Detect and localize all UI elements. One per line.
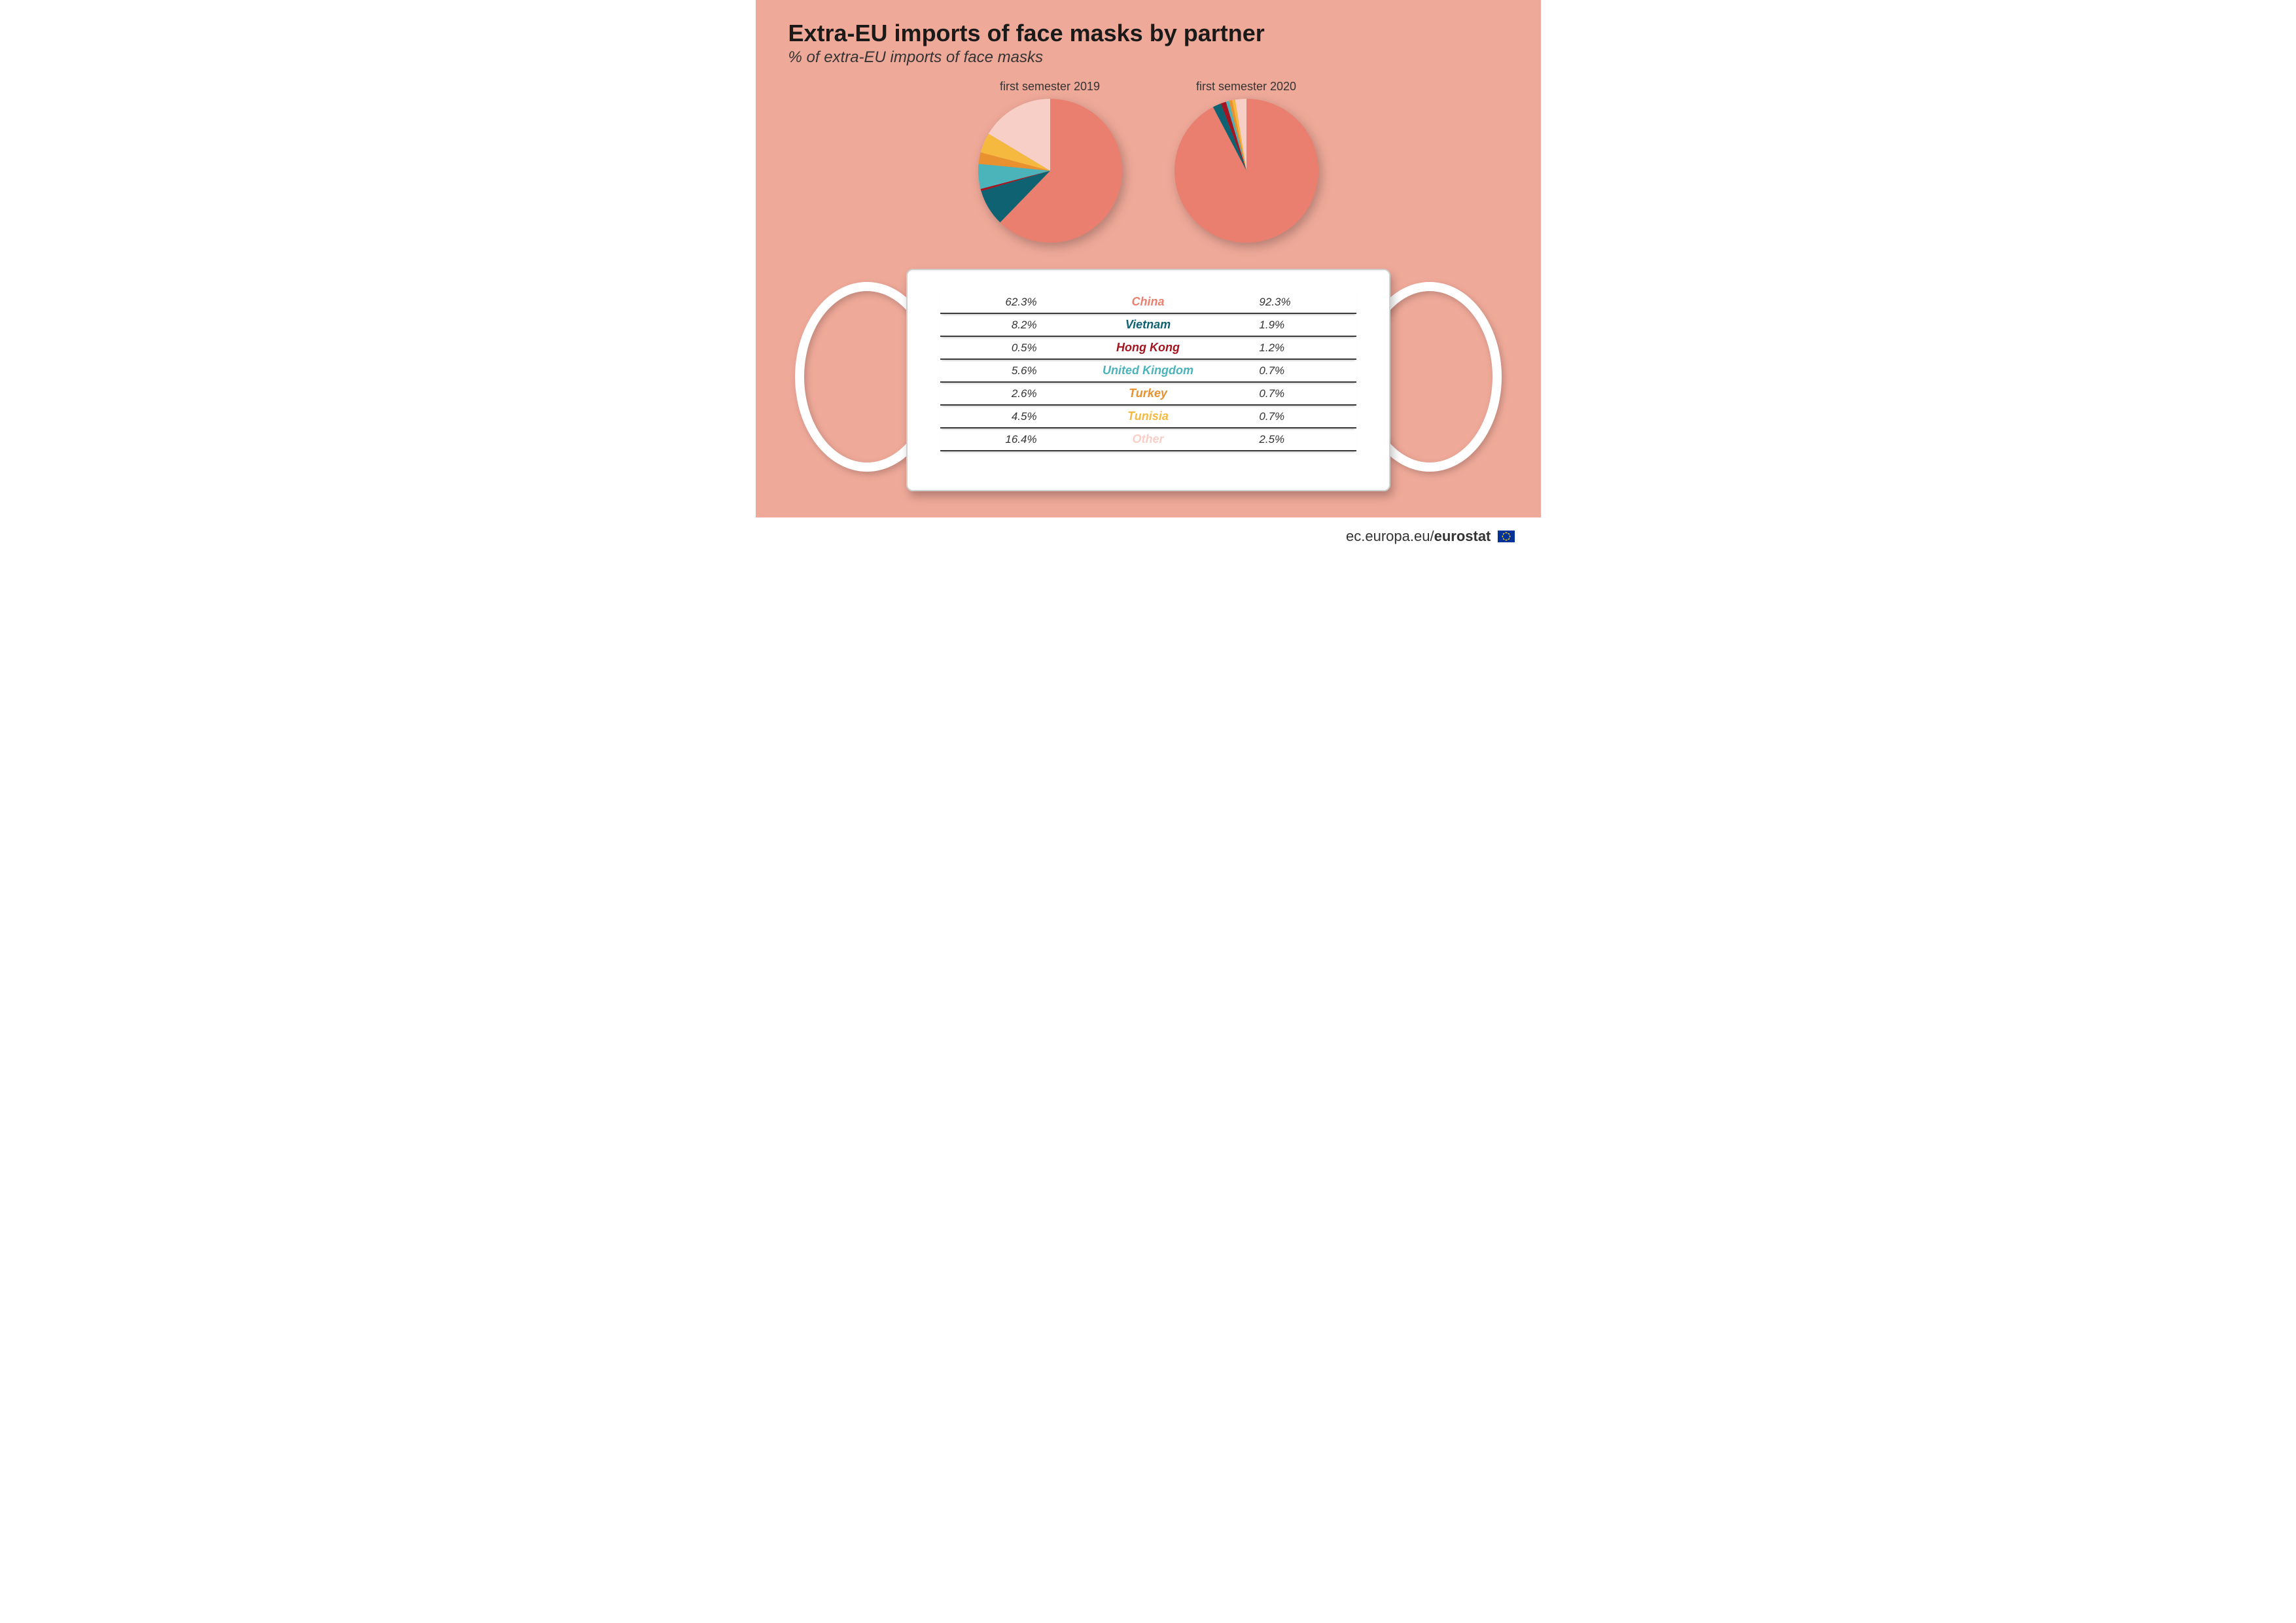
mask-graphic: 62.3%China92.3%8.2%Vietnam1.9%0.5%Hong K… [821,269,1475,491]
value-2020: 2.5% [1239,433,1356,446]
value-2020: 0.7% [1239,410,1356,423]
pie-chart-2020 [1174,99,1318,243]
main-panel: Extra-EU imports of face masks by partne… [756,0,1541,517]
pie-chart-2019 [978,99,1122,243]
country-label: Vietnam [1057,318,1240,332]
table-row: 2.6%Turkey0.7% [940,383,1356,406]
table-row: 16.4%Other2.5% [940,428,1356,451]
value-2019: 0.5% [940,341,1057,355]
table-row: 5.6%United Kingdom0.7% [940,360,1356,383]
table-row: 0.5%Hong Kong1.2% [940,337,1356,360]
table-row: 8.2%Vietnam1.9% [940,314,1356,337]
value-2020: 1.2% [1239,341,1356,355]
value-2020: 1.9% [1239,319,1356,332]
footer-url-prefix: ec.europa.eu/ [1346,528,1434,544]
value-2020: 0.7% [1239,387,1356,400]
value-2019: 8.2% [940,319,1057,332]
mask-body-table: 62.3%China92.3%8.2%Vietnam1.9%0.5%Hong K… [906,269,1390,491]
country-label: Other [1057,432,1240,446]
pie-slice-china [1174,99,1318,243]
table-row: 4.5%Tunisia0.7% [940,406,1356,428]
country-label: Hong Kong [1057,341,1240,355]
value-2020: 0.7% [1239,364,1356,377]
eu-flag-icon [1498,531,1515,542]
charts-row: first semester 2019 first semester 2020 [788,80,1508,243]
footer-url-bold: eurostat [1434,528,1491,544]
value-2019: 4.5% [940,410,1057,423]
value-2020: 92.3% [1239,296,1356,309]
value-2019: 2.6% [940,387,1057,400]
chart-2020-label: first semester 2020 [1174,80,1318,94]
chart-2019-block: first semester 2019 [978,80,1122,243]
country-label: Tunisia [1057,410,1240,423]
country-label: United Kingdom [1057,364,1240,377]
footer: ec.europa.eu/eurostat [756,517,1541,555]
value-2019: 62.3% [940,296,1057,309]
value-2019: 16.4% [940,433,1057,446]
country-label: China [1057,295,1240,309]
country-label: Turkey [1057,387,1240,400]
table-row: 62.3%China92.3% [940,291,1356,314]
page-subtitle: % of extra-EU imports of face masks [788,48,1508,67]
value-2019: 5.6% [940,364,1057,377]
chart-2019-label: first semester 2019 [978,80,1122,94]
infographic-canvas: Extra-EU imports of face masks by partne… [756,0,1541,555]
chart-2020-block: first semester 2020 [1174,80,1318,243]
page-title: Extra-EU imports of face masks by partne… [788,20,1508,47]
